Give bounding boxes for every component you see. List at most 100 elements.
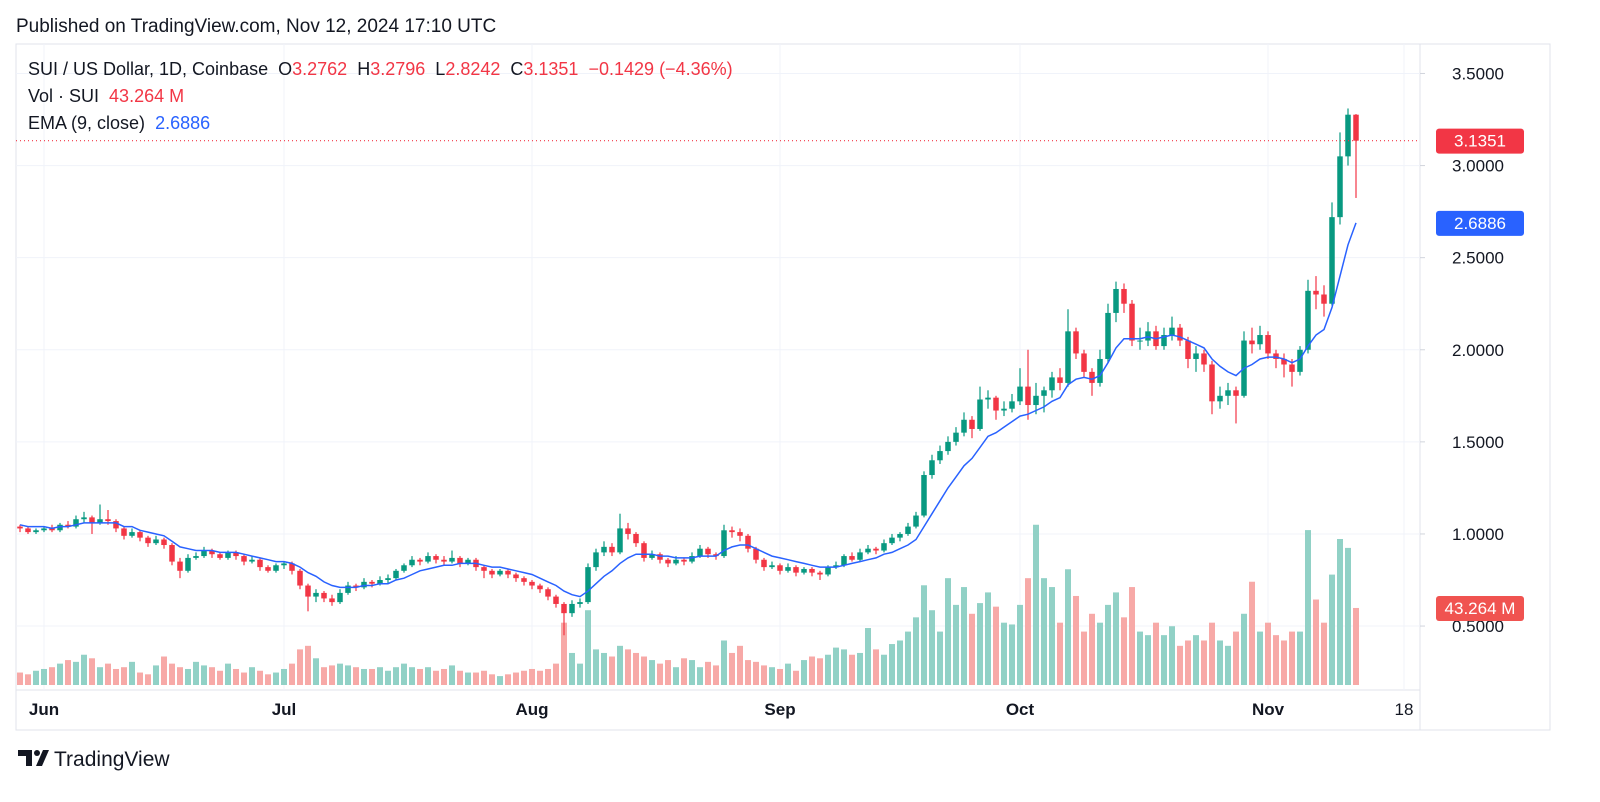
y-tick-label: 2.0000 [1452, 341, 1504, 360]
x-tick-label: 18 [1395, 700, 1414, 719]
candle-body [649, 554, 655, 558]
volume-bar [905, 631, 911, 685]
volume-bar [1321, 622, 1327, 685]
volume-bar [201, 665, 207, 685]
volume-bar [81, 654, 87, 685]
candle-body [297, 570, 303, 586]
volume-bar [521, 670, 527, 685]
volume-bar [929, 610, 935, 685]
volume-bar [681, 658, 687, 685]
candle-body [265, 567, 271, 571]
volume-bar [137, 672, 143, 685]
candle-body [505, 570, 511, 575]
x-tick-label: Nov [1252, 700, 1285, 719]
candle-body [1057, 377, 1063, 383]
volume-bar [553, 663, 559, 685]
candle-body [1217, 395, 1223, 402]
volume-bar [945, 578, 951, 685]
candle-body [905, 526, 911, 534]
published-line: Published on TradingView.com, Nov 12, 20… [16, 16, 496, 37]
candle-body [697, 548, 703, 557]
y-tick-label: 3.5000 [1452, 64, 1504, 83]
ohlc-key: C [510, 59, 524, 79]
volume-bar [1201, 640, 1207, 685]
volume-bar [1249, 581, 1255, 685]
candle-body [945, 441, 951, 452]
volume-bar [1081, 631, 1087, 685]
candle-body [233, 552, 239, 557]
candle-body [305, 585, 311, 597]
volume-bar [321, 667, 327, 685]
volume-bar [273, 672, 279, 685]
volume-bar [1017, 604, 1023, 685]
candle-body [369, 581, 375, 584]
candle-body [953, 432, 959, 442]
candle-body [385, 578, 391, 581]
volume-bar [481, 670, 487, 685]
volume-bar [433, 670, 439, 685]
candle-body [1297, 349, 1303, 372]
candle-body [241, 556, 247, 562]
candle-body [617, 528, 623, 553]
candle-body [569, 603, 575, 614]
candle-body [57, 524, 63, 531]
volume-bar [921, 585, 927, 685]
legend-ohlc: SUI / US Dollar, 1D, Coinbase O3.2762 H3… [28, 58, 733, 80]
ohlc-value: 3.2762 [292, 59, 348, 79]
volume-bar [841, 649, 847, 685]
volume-bar [129, 661, 135, 685]
volume-bar [745, 660, 751, 685]
candle-body [33, 530, 39, 533]
candle-body [1145, 331, 1151, 341]
candle-body [1121, 288, 1127, 304]
candle-body [1097, 358, 1103, 383]
volume-bar [161, 656, 167, 685]
volume-bar [713, 665, 719, 685]
candle-body [49, 528, 55, 531]
candle-body [425, 556, 431, 562]
volume-bar [1105, 604, 1111, 685]
candle-body [1009, 401, 1015, 409]
volume-bar [809, 656, 815, 685]
volume-bar [113, 668, 119, 685]
candle-body [737, 532, 743, 536]
candle-body [689, 556, 695, 562]
candle-body [1185, 340, 1191, 359]
volume-bar [801, 660, 807, 685]
volume-bar [1073, 595, 1079, 685]
volume-bar [969, 613, 975, 685]
volume-bar [1113, 592, 1119, 685]
volume-bar [73, 661, 79, 685]
candle-body [785, 567, 791, 571]
candle-body [1017, 386, 1023, 402]
volume-bar [353, 667, 359, 685]
volume-bar [697, 667, 703, 685]
ohlc-key: L [435, 59, 446, 79]
candle-body [17, 526, 23, 529]
volume-bar [1041, 578, 1047, 685]
candle-body [545, 589, 551, 597]
volume-bar [281, 668, 287, 685]
volume-bar [1297, 631, 1303, 685]
volume-bar [1001, 622, 1007, 685]
volume-bar [313, 658, 319, 685]
volume-bar [817, 658, 823, 685]
candle-body [393, 570, 399, 579]
x-tick-label: Aug [515, 700, 548, 719]
y-tick-label: 3.0000 [1452, 157, 1504, 176]
volume-bar [1329, 574, 1335, 685]
volume-bar [1049, 587, 1055, 685]
candle-body [809, 568, 815, 573]
volume-bar [1121, 617, 1127, 685]
candle-body [1169, 327, 1175, 336]
candle-body [73, 519, 79, 527]
chart-frame [15, 43, 1551, 731]
volume-bar [169, 663, 175, 685]
candle-body [753, 548, 759, 560]
volume-bar [297, 649, 303, 685]
volume-bar [1289, 631, 1295, 685]
candle-body [1337, 156, 1343, 218]
volume-bar [265, 674, 271, 685]
